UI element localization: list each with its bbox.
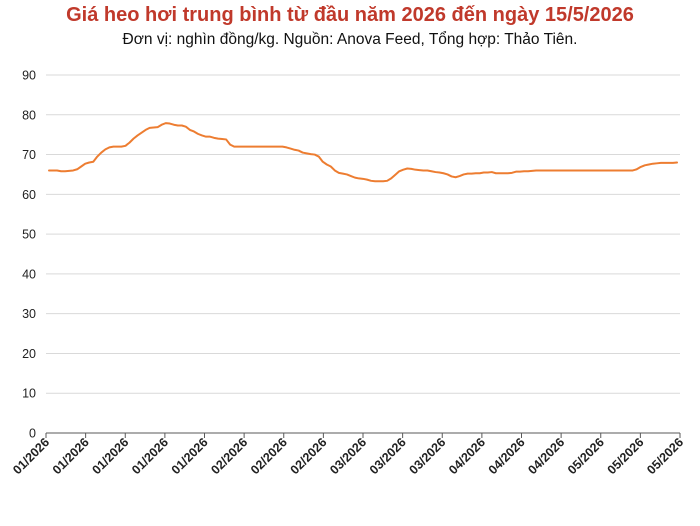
- x-tick-label: 01/2026: [50, 435, 92, 477]
- x-tick-label: 01/2026: [129, 435, 171, 477]
- x-tick-label: 02/2026: [208, 435, 250, 477]
- chart-subtitle: Đơn vị: nghìn đồng/kg. Nguồn: Anova Feed…: [122, 31, 578, 48]
- x-tick-label: 05/2026: [605, 435, 647, 477]
- y-axis-tick-labels: 0 10 20 30 40 50 60 70 80 90: [22, 69, 36, 441]
- x-tick-label: 03/2026: [367, 435, 409, 477]
- x-axis-tick-labels: 01/202601/202601/202601/202601/202602/20…: [10, 435, 686, 477]
- x-axis: [45, 432, 681, 438]
- y-tick-label: 30: [22, 307, 36, 321]
- x-tick-label: 01/2026: [10, 435, 52, 477]
- y-tick-label: 40: [22, 267, 36, 281]
- x-tick-label: 01/2026: [90, 435, 132, 477]
- x-tick-label: 03/2026: [407, 435, 449, 477]
- x-tick-label: 04/2026: [525, 435, 567, 477]
- x-tick-label: 02/2026: [288, 435, 330, 477]
- y-tick-label: 10: [22, 387, 36, 401]
- x-tick-label: 05/2026: [565, 435, 607, 477]
- y-tick-label: 20: [22, 347, 36, 361]
- x-tick-label: 05/2026: [644, 435, 686, 477]
- x-tick-label: 03/2026: [327, 435, 369, 477]
- x-tick-label: 04/2026: [486, 435, 528, 477]
- y-tick-label: 90: [22, 69, 36, 83]
- y-tick-label: 60: [22, 188, 36, 202]
- x-tick-label: 04/2026: [446, 435, 488, 477]
- series-layer: [48, 122, 678, 183]
- x-tick-label: 02/2026: [248, 435, 290, 477]
- y-tick-label: 70: [22, 148, 36, 162]
- y-tick-label: 50: [22, 228, 36, 242]
- series-line: [48, 122, 678, 183]
- y-tick-label: 0: [29, 427, 36, 441]
- y-tick-label: 80: [22, 108, 36, 122]
- x-tick-label: 01/2026: [169, 435, 211, 477]
- chart-title: Giá heo hơi trung bình từ đầu năm 2026 đ…: [66, 4, 634, 26]
- gridlines: [46, 74, 680, 394]
